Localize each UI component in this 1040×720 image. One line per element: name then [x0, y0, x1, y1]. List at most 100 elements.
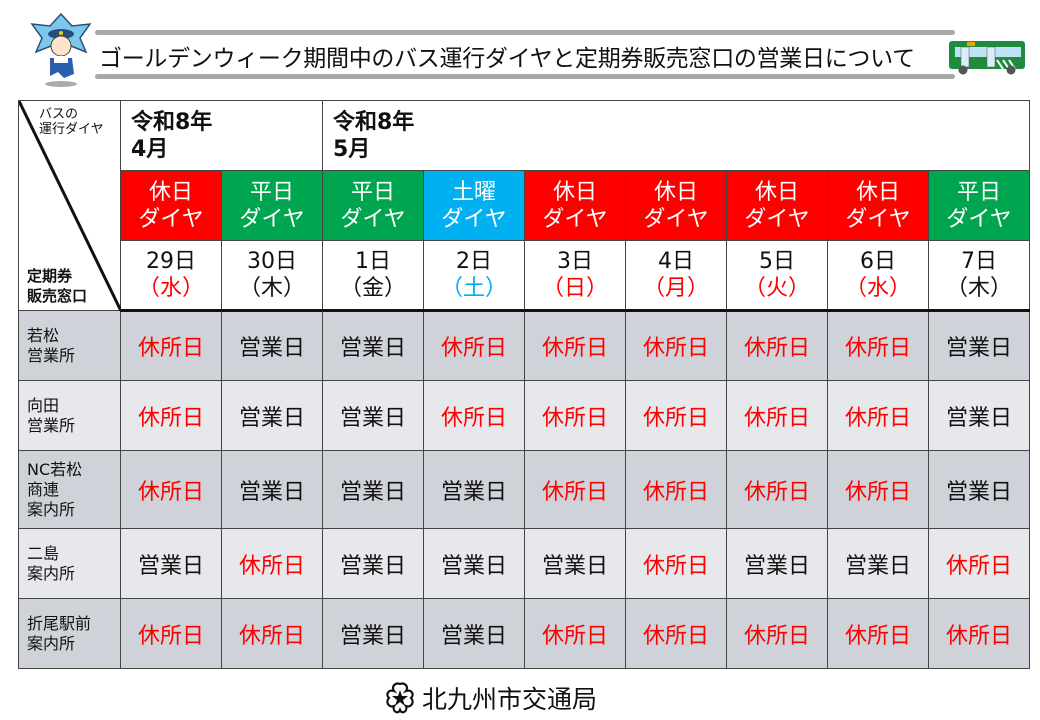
status-cell: 営業日: [322, 380, 424, 451]
status-cell: 営業日: [322, 598, 424, 669]
diagonal-line: [19, 101, 121, 311]
office-name: 向田 営業所: [18, 380, 121, 451]
status-cell: 休所日: [625, 310, 727, 381]
diagram-type-cell: 休日 ダイヤ: [827, 170, 929, 241]
date-label: 2日: [456, 249, 492, 274]
status-cell: 休所日: [423, 380, 525, 451]
status-cell: 営業日: [423, 528, 525, 599]
diagram-type-cell: 休日 ダイヤ: [625, 170, 727, 241]
weekday-label: （水）: [137, 276, 204, 301]
office-name-line: 案内所: [27, 633, 76, 653]
status-cell: 営業日: [827, 528, 929, 599]
status-cell: 営業日: [322, 450, 424, 529]
corner-top-label-line: バスの: [39, 107, 79, 122]
date-label: 6日: [860, 249, 896, 274]
corner-bottom-label: 定期券 販売窓口: [27, 266, 87, 306]
status-cell: 休所日: [524, 310, 626, 381]
diagram-type-cell-line: ダイヤ: [138, 206, 204, 232]
status-cell: 休所日: [827, 310, 929, 381]
footer-logo: 北九州市交通局: [384, 680, 597, 716]
diagram-type-cell-line: 休日: [754, 179, 799, 205]
organization-name: 北九州市交通局: [422, 685, 598, 714]
status-cell: 休所日: [625, 598, 727, 669]
weekday-label: （木）: [945, 276, 1012, 301]
status-cell: 休所日: [120, 310, 222, 381]
diagram-type-cell-line: ダイヤ: [845, 206, 911, 232]
office-name: 折尾駅前 案内所: [18, 598, 121, 669]
weekday-label: （水）: [844, 276, 911, 301]
date-label: 29日: [146, 249, 196, 274]
weekday-label: （木）: [238, 276, 305, 301]
status-cell: 営業日: [928, 310, 1030, 381]
status-cell: 営業日: [120, 528, 222, 599]
corner-bottom-label-line: 販売窓口: [27, 287, 88, 305]
diagram-type-cell-line: 休日: [855, 179, 900, 205]
corner-bottom-label-line: 定期券: [27, 267, 73, 285]
date-label: 30日: [247, 249, 297, 274]
diagram-type-cell: 休日 ダイヤ: [524, 170, 626, 241]
title-banner: ゴールデンウィーク期間中のバス運行ダイヤと定期券販売窓口の営業日について: [95, 30, 965, 80]
weekday-label: （金）: [339, 276, 406, 301]
status-cell: 休所日: [120, 380, 222, 451]
status-cell: 営業日: [221, 450, 323, 529]
diagram-type-cell-line: 平日: [956, 179, 1001, 205]
date-cell: 30日 （木）: [221, 240, 323, 312]
office-row: 二島 案内所 営業日 休所日 営業日 営業日 営業日 休所日 営業日 営業日 休所日: [18, 528, 1030, 599]
diagram-type-cell-line: ダイヤ: [542, 206, 608, 232]
diagram-type-cell-line: ダイヤ: [239, 206, 305, 232]
office-name-line: 若松: [27, 325, 60, 345]
page-title: ゴールデンウィーク期間中のバス運行ダイヤと定期券販売窓口の営業日について: [99, 46, 915, 72]
status-cell: 休所日: [524, 450, 626, 529]
status-cell: 営業日: [524, 528, 626, 599]
weekday-label: （火）: [743, 276, 810, 301]
corner-header: バスの 運行ダイヤ 定期券 販売窓口: [18, 100, 121, 311]
date-cell: 29日 （水）: [120, 240, 222, 312]
diagram-type-cell-line: 休日: [653, 179, 698, 205]
office-name-line: 折尾駅前: [27, 613, 92, 633]
date-cell: 6日 （水）: [827, 240, 929, 312]
status-cell: 休所日: [524, 380, 626, 451]
office-name-line: 営業所: [27, 345, 76, 365]
office-name-line: 案内所: [27, 499, 76, 519]
diagram-type-cell-line: ダイヤ: [643, 206, 709, 232]
diagram-type-cell: 平日 ダイヤ: [221, 170, 323, 241]
date-cell: 1日 （金）: [322, 240, 424, 312]
diagram-type-cell-line: ダイヤ: [441, 206, 507, 232]
bus-icon: [949, 41, 1025, 75]
weekday-label: （土）: [440, 276, 507, 301]
office-name-line: 営業所: [27, 415, 76, 435]
status-cell: 営業日: [221, 380, 323, 451]
title-bar-bottom: [95, 74, 955, 79]
diagram-type-cell-line: ダイヤ: [340, 206, 406, 232]
date-label: 7日: [961, 249, 997, 274]
status-cell: 休所日: [221, 528, 323, 599]
status-cell: 休所日: [928, 528, 1030, 599]
office-row: NC若松 商連 案内所 休所日 営業日 営業日 営業日 休所日 休所日 休所日 休所日 営業日: [18, 450, 1030, 529]
status-cell: 営業日: [221, 310, 323, 381]
month-header-line: 令和8年: [333, 110, 415, 135]
month-header: 令和8年 5月: [322, 100, 1030, 171]
status-cell: 休所日: [928, 598, 1030, 669]
date-label: 5日: [759, 249, 795, 274]
status-cell: 営業日: [726, 528, 828, 599]
office-name-line: 案内所: [27, 563, 76, 583]
date-cell: 3日 （日）: [524, 240, 626, 312]
month-header-line: 4月: [131, 137, 169, 162]
month-header-line: 5月: [333, 137, 371, 162]
office-name: 若松 営業所: [18, 310, 121, 381]
status-cell: 休所日: [726, 380, 828, 451]
status-cell: 営業日: [928, 450, 1030, 529]
status-cell: 営業日: [423, 450, 525, 529]
diagram-type-cell-line: ダイヤ: [946, 206, 1012, 232]
status-cell: 休所日: [120, 598, 222, 669]
diagram-type-cell-line: 平日: [350, 179, 395, 205]
date-label: 3日: [557, 249, 593, 274]
date-cell: 5日 （火）: [726, 240, 828, 312]
month-header: 令和8年 4月: [120, 100, 323, 171]
diagram-type-cell: 平日 ダイヤ: [322, 170, 424, 241]
weekday-label: （月）: [642, 276, 709, 301]
diagram-type-cell: 休日 ダイヤ: [120, 170, 222, 241]
diagram-type-cell: 休日 ダイヤ: [726, 170, 828, 241]
status-cell: 休所日: [827, 450, 929, 529]
date-label: 4日: [658, 249, 694, 274]
